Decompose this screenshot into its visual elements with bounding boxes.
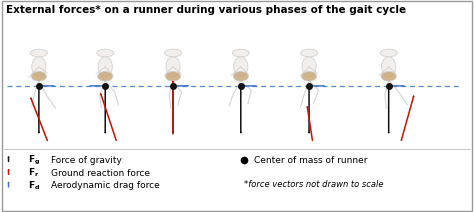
Text: External forces* on a runner during various phases of the gait cycle: External forces* on a runner during vari… — [6, 5, 406, 15]
Text: Center of mass of runner: Center of mass of runner — [254, 156, 367, 165]
Ellipse shape — [98, 71, 113, 81]
Ellipse shape — [98, 57, 112, 77]
Ellipse shape — [382, 57, 396, 77]
Circle shape — [164, 49, 182, 57]
Text: $\mathbf{F_d}$: $\mathbf{F_d}$ — [28, 180, 41, 192]
Text: Force of gravity: Force of gravity — [51, 156, 122, 165]
Ellipse shape — [31, 71, 46, 81]
Ellipse shape — [32, 57, 46, 77]
Ellipse shape — [301, 71, 317, 81]
Ellipse shape — [302, 57, 316, 77]
Text: *force vectors not drawn to scale: *force vectors not drawn to scale — [244, 180, 383, 189]
Circle shape — [232, 49, 249, 57]
Circle shape — [380, 49, 397, 57]
Text: $\mathbf{F_g}$: $\mathbf{F_g}$ — [28, 154, 41, 167]
Ellipse shape — [234, 57, 248, 77]
Circle shape — [30, 49, 47, 57]
Ellipse shape — [381, 71, 396, 81]
Circle shape — [301, 49, 318, 57]
Text: Ground reaction force: Ground reaction force — [51, 169, 150, 178]
Text: Aerodynamic drag force: Aerodynamic drag force — [51, 181, 160, 190]
Ellipse shape — [165, 71, 181, 81]
Ellipse shape — [233, 71, 248, 81]
Text: $\mathbf{F_r}$: $\mathbf{F_r}$ — [28, 167, 40, 179]
Ellipse shape — [166, 57, 180, 77]
Circle shape — [97, 49, 114, 57]
